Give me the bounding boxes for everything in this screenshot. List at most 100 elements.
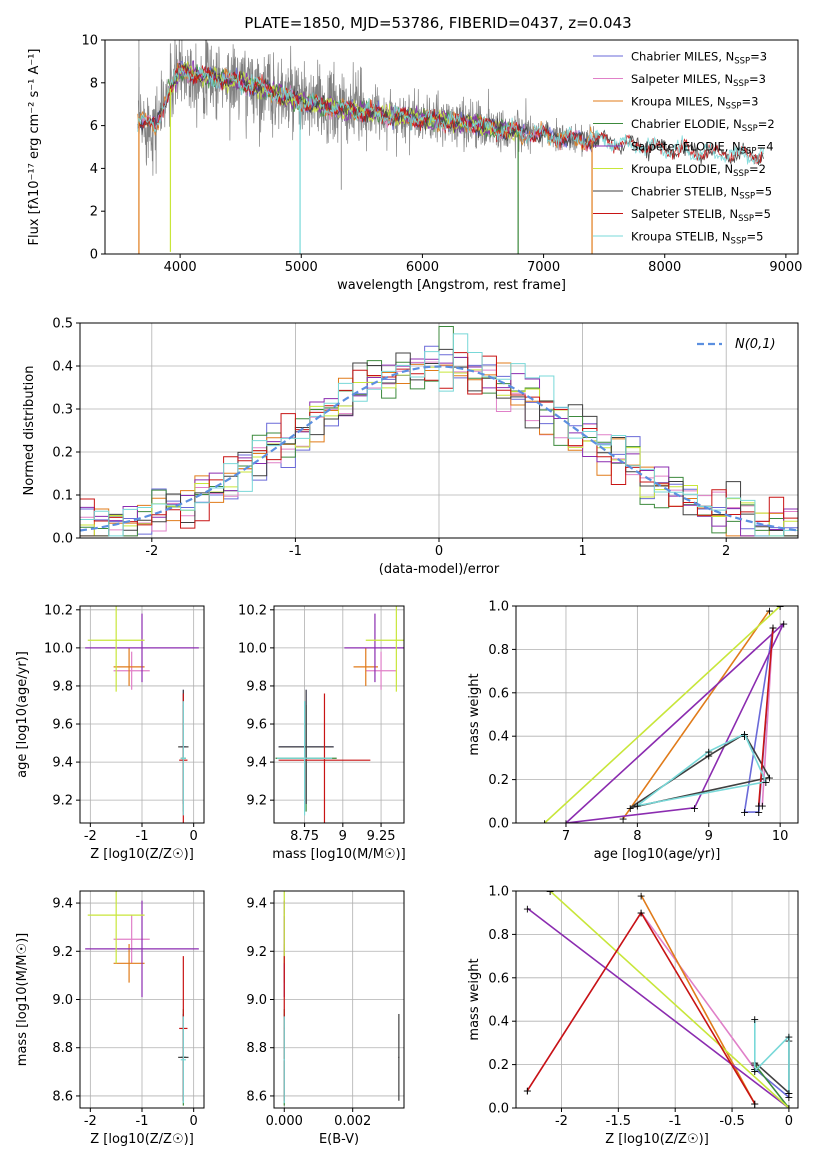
tick-label-y: 1.0	[488, 600, 509, 615]
legend-entry-gaussian: N(0,1)	[735, 337, 776, 352]
legend-entry-chabrier_stelib: Chabrier STELIB, NSSP=5	[631, 185, 772, 202]
weight-marker: +	[561, 817, 570, 830]
plot-area	[283, 891, 400, 1106]
weight-line-salpeter_elodie	[526, 907, 790, 1108]
tick-label-x: 4000	[164, 260, 197, 275]
legend-entry-salpeter_miles: Salpeter MILES, NSSP=3	[631, 72, 766, 89]
legend: Chabrier MILES, NSSP=3 Salpeter MILES, NS…	[593, 50, 775, 247]
plot-area	[80, 326, 798, 537]
weight-marker: +	[704, 750, 713, 763]
legend-entry-kroupa_stelib: Kroupa STELIB, NSSP=5	[631, 230, 763, 247]
model-spectrum-kroupa_stelib	[137, 66, 764, 165]
legend-entry-salpeter_stelib: Salpeter STELIB, NSSP=5	[631, 207, 771, 224]
tick-label-y: 8.8	[246, 1041, 267, 1056]
tick-label-y: 0.6	[488, 686, 509, 701]
weight-marker: +	[779, 617, 788, 630]
gaussian-curve	[80, 365, 798, 532]
tick-label-x: 8	[633, 829, 641, 844]
tick-label-x: 7000	[527, 260, 560, 275]
weight-marker: +	[784, 1087, 793, 1100]
legend-entry-chabrier_miles: Chabrier MILES, NSSP=3	[631, 50, 767, 67]
y-axis-label: age [log10(age/yr)]	[15, 651, 30, 778]
model-spectrum-salpeter_stelib	[137, 64, 764, 165]
tick-label-y: 9.0	[246, 993, 267, 1008]
weight-marker: +	[754, 806, 763, 819]
tick-label-x: 9000	[769, 260, 802, 275]
tick-label-y: 0.4	[52, 360, 73, 375]
tick-label-y: 9.8	[52, 679, 73, 694]
tick-label-x: 1	[578, 544, 586, 559]
weight-line-kroupa_stelib	[754, 1019, 790, 1093]
tick-label-x: -2	[84, 829, 97, 844]
x-axis-label: wavelength [Angstrom, rest frame]	[337, 278, 566, 293]
tick-label-x: 0.000	[266, 1114, 303, 1129]
tick-label-y: 9.2	[246, 945, 267, 960]
weight-marker: +	[546, 885, 555, 898]
tick-label-y: 10.0	[238, 641, 267, 656]
tick-label-y: 0.8	[488, 928, 509, 943]
y-axis-label: mass weight	[467, 958, 482, 1040]
tick-label-x: -1	[289, 544, 302, 559]
weight-line-kroupa_elodie	[549, 891, 790, 1108]
residual-panel: -2 -1 0 1 2 0.0 0.1 0.2 0.3 0.4 0.5 (data-model)/er…	[22, 317, 799, 577]
weight-line-kroupa_elodie	[544, 606, 781, 823]
tick-label-y: 0.4	[488, 1015, 509, 1030]
weight-marker: +	[784, 1030, 793, 1043]
y-axis-label: Flux [fλ10⁻¹⁷ erg cm⁻² s⁻¹ A⁻¹]	[27, 49, 42, 246]
weight-marker: +	[740, 730, 749, 743]
tick-label-y: 8.8	[52, 1041, 73, 1056]
tick-label-y: 0.0	[52, 532, 73, 547]
mass-vs-z-panel: -2 -1 0 8.6 8.8 9.0 9.2 9.4 Z [log10(Z/Z☉)] mass …	[15, 890, 205, 1147]
tick-label-x: -2	[555, 1114, 568, 1129]
y-axis-label: mass weight	[467, 673, 482, 755]
tick-label-y: 9.2	[52, 945, 73, 960]
weight-marker: +	[618, 813, 627, 826]
tick-label-y: 9.4	[52, 897, 73, 912]
tick-label-y: 0	[90, 248, 98, 263]
tick-label-x: -1	[669, 1114, 682, 1129]
tick-label-x: -2	[145, 544, 158, 559]
weight-marker: +	[784, 1087, 793, 1100]
weight-line-kroupa_miles	[640, 894, 756, 1105]
weight-marker: +	[750, 1013, 759, 1026]
tick-label-x: 0.002	[334, 1114, 371, 1129]
weight-marker: +	[784, 1091, 793, 1104]
age-vs-mass-panel: 8.75 9 9.25 9.2 9.4 9.6 9.8 10.0 10.2 mass [log10…	[238, 603, 406, 862]
legend-entry-salpeter_elodie: Salpeter ELODIE, NSSP=4	[631, 140, 774, 157]
weight-marker: +	[761, 776, 770, 789]
tick-label-y: 0.4	[488, 730, 509, 745]
tick-label-x: -0.5	[719, 1114, 744, 1129]
tick-label-y: 9.4	[52, 756, 73, 771]
y-axis-label: mass [log10(M/M☉)]	[15, 933, 30, 1066]
mass-vs-ebv-panel: 0.000 0.002 8.6 8.8 9.0 9.2 9.4 E(B-V)	[246, 890, 405, 1147]
x-axis-label: Z [log10(Z/Z☉)]	[90, 1132, 194, 1147]
tick-label-x: 6000	[406, 260, 439, 275]
tick-label-x: 9.25	[367, 829, 396, 844]
tick-label-y: 1.0	[488, 885, 509, 900]
tick-label-y: 8.6	[246, 1089, 267, 1104]
tick-label-x: -1	[136, 829, 149, 844]
x-axis-label: Z [log10(Z/Z☉)]	[605, 1132, 709, 1147]
tick-label-x: 9	[339, 829, 347, 844]
weight-marker: +	[523, 902, 532, 915]
weight-marker: +	[750, 1098, 759, 1111]
tick-label-x: 8.75	[290, 829, 319, 844]
data-spectrum	[137, 40, 599, 176]
tick-label-y: 10.0	[44, 641, 73, 656]
tick-label-y: 9.4	[246, 756, 267, 771]
weight-marker: +	[633, 800, 642, 813]
tick-label-y: 0.1	[52, 489, 73, 504]
weight-line-salpeter_stelib	[526, 911, 756, 1105]
tick-label-y: 4	[90, 162, 98, 177]
weight-marker: +	[540, 817, 549, 830]
tick-label-y: 2	[90, 205, 98, 220]
plot-area	[137, 40, 764, 254]
tick-label-y: 9.0	[52, 993, 73, 1008]
x-axis-label: Z [log10(Z/Z☉)]	[90, 847, 194, 862]
tick-label-y: 6	[90, 119, 98, 134]
legend-entry-chabrier_elodie: Chabrier ELODIE, NSSP=2	[631, 117, 775, 134]
tick-label-y: 0.0	[488, 1102, 509, 1117]
tick-label-y: 0.6	[488, 971, 509, 986]
weight-marker: +	[626, 802, 635, 815]
